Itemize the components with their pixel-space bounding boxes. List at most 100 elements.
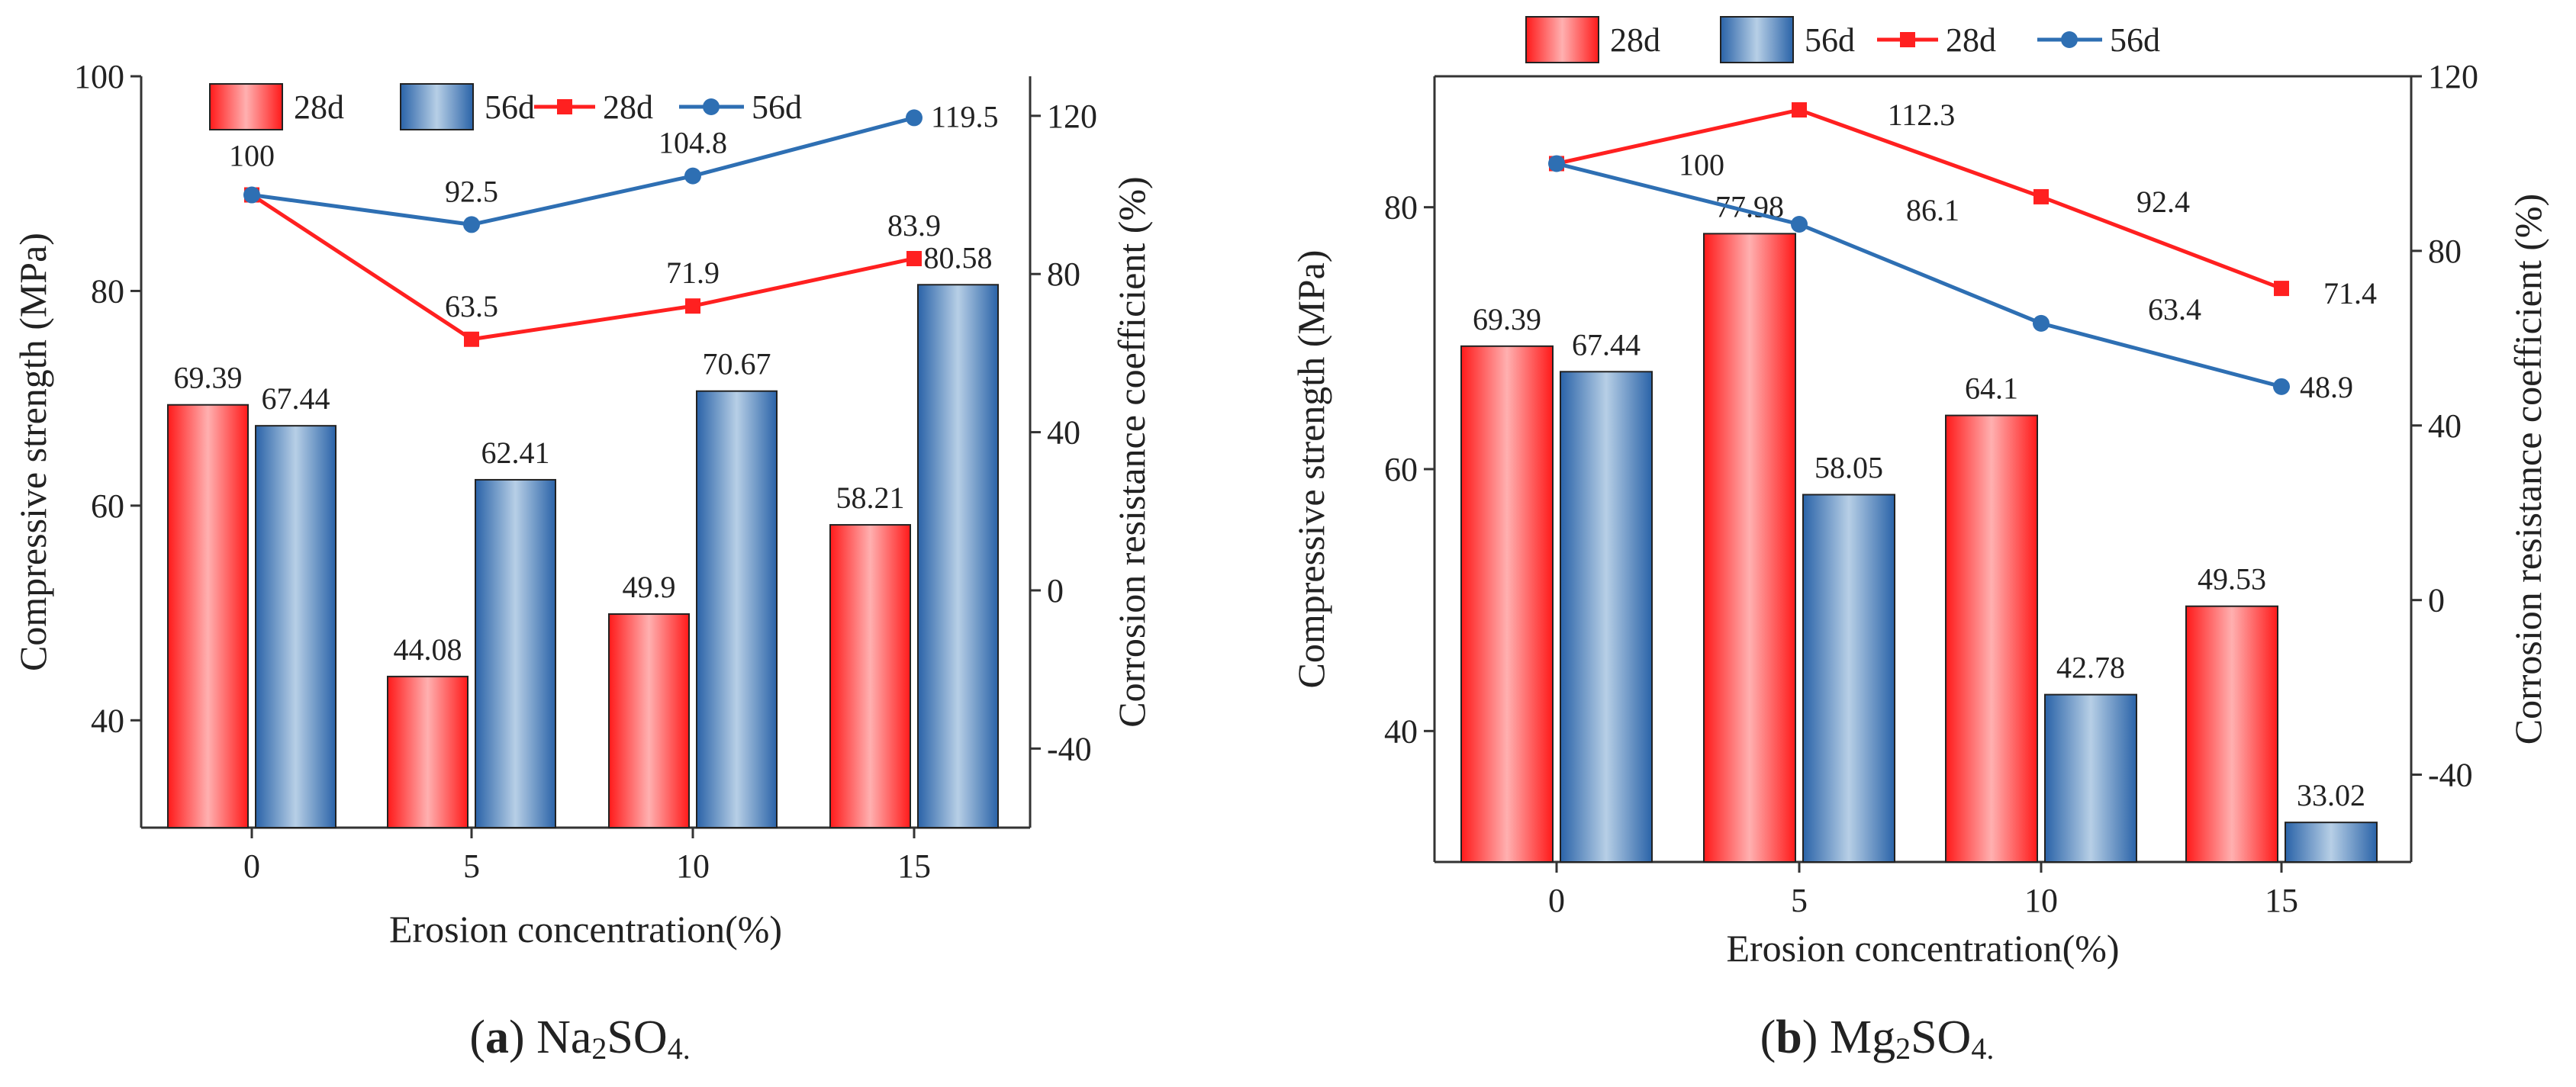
- panel-b-x-tick-label: 15: [2265, 882, 2298, 919]
- panel-b-legend-28d-bar: 28d: [1610, 21, 1660, 59]
- panel-b-bar-label: 49.53: [2198, 562, 2266, 597]
- panel-a-line-label: 100: [229, 139, 275, 173]
- panel-a-marker-56d: [463, 216, 480, 233]
- panel-b-marker-28d: [2274, 281, 2289, 297]
- panel-b-line-label: 92.4: [2136, 185, 2190, 219]
- panel-b-right-tick-label: 0: [2428, 582, 2445, 619]
- panel-b-legend-56d-bar: 56d: [1805, 21, 1855, 59]
- panel-a-bar-label: 67.44: [262, 381, 330, 416]
- panel-a-right-tick-label: 120: [1047, 98, 1097, 135]
- panel-b-legend-28d-line: 28d: [1946, 21, 1996, 59]
- panel-a-marker-56d: [906, 109, 923, 127]
- panel-b-marker-28d: [1792, 102, 1807, 118]
- panel-a-left-tick-label: 80: [91, 272, 124, 310]
- panel-b-line-label: 71.4: [2323, 276, 2377, 310]
- panel-b-legend-marker-56d: [2061, 31, 2078, 48]
- panel-a-legend-marker-56d: [703, 98, 720, 115]
- panel-a-legend-56d-line: 56d: [752, 88, 802, 126]
- panel-a-bar-28d-0: [167, 404, 249, 828]
- panel-b-right-tick-label: 120: [2428, 58, 2478, 95]
- panel-b-bar-28d-5: [1703, 233, 1796, 863]
- panel-a-marker-28d: [464, 331, 479, 347]
- panel-b-marker-28d: [2033, 188, 2049, 204]
- panel-a-line-label: 104.8: [658, 126, 727, 160]
- panel-b-bar-label: 69.39: [1473, 302, 1541, 336]
- panel-b-bar-label: 67.44: [1572, 327, 1641, 362]
- panel-a-bar-28d-10: [608, 613, 690, 828]
- panel-b-line-label: 63.4: [2148, 292, 2201, 326]
- panel-b-x-tick-label: 10: [2024, 882, 2058, 919]
- panel-b-line-28d: [1556, 108, 2282, 291]
- panel-b-bar-28d-15: [2185, 605, 2278, 863]
- panel-a-bar-label: 49.9: [623, 570, 676, 604]
- panel-b-legend-marker-28d: [1900, 32, 1915, 47]
- panel-b-bar-56d-0: [1560, 371, 1653, 863]
- panel-a-bar-28d-5: [387, 675, 469, 828]
- panel-b-line-label: 48.9: [2300, 370, 2353, 404]
- panel-a-marker-56d: [243, 186, 260, 204]
- panel-b-marker-56d: [2273, 378, 2290, 395]
- panel-b-legend-56d-line: 56d: [2110, 21, 2160, 59]
- panel-a-legend-swatch-56d-bar: [400, 83, 474, 130]
- panel-a-line-label: 119.5: [931, 99, 999, 133]
- panel-a-bar-28d-15: [829, 524, 911, 828]
- panel-b-marker-56d: [2033, 314, 2050, 332]
- panel-b-legend-swatch-56d-bar: [1720, 16, 1794, 63]
- panel-b-left-tick-label: 60: [1384, 451, 1418, 488]
- panel-a-line-label: 92.5: [445, 174, 498, 208]
- panel-b-left-tick-label: 40: [1384, 712, 1418, 750]
- panel-a-line-label: 71.9: [666, 256, 720, 290]
- panel-a-x-tick-label: 0: [243, 847, 260, 885]
- panel-b-line-label: 112.3: [1888, 98, 1956, 132]
- panel-b-legend-swatch-28d-bar: [1525, 16, 1599, 63]
- panel-a-x-axis-label: Erosion concentration(%): [389, 908, 782, 950]
- panel-b-line-label: 100: [1679, 147, 1724, 182]
- panel-a-marker-28d: [906, 250, 922, 266]
- panel-a-marker-56d: [684, 167, 701, 185]
- panel-a-left-tick-label: 40: [91, 702, 124, 739]
- panel-b-y2-axis-label: Corrosion resistance coefficient (%): [2507, 194, 2549, 744]
- panel-b-line-label: 86.1: [1906, 193, 1959, 227]
- panel-a-bar-label: 69.39: [174, 361, 243, 395]
- panel-a-caption: (a) Na2SO4.: [469, 1011, 690, 1066]
- panel-a-bar-56d-5: [475, 478, 556, 828]
- panel-a-legend-28d-line: 28d: [603, 88, 653, 126]
- panel-a-x-tick-label: 5: [463, 847, 480, 885]
- panel-a-x-tick-label: 15: [897, 847, 931, 885]
- panel-a-legend-56d-bar: 56d: [485, 88, 535, 126]
- panel-a-right-tick-label: 40: [1047, 414, 1080, 452]
- panel-b-bar-56d-10: [2044, 693, 2137, 863]
- panel-a-bar-label: 70.67: [703, 347, 771, 381]
- panel-b-x-tick-label: 0: [1548, 882, 1565, 919]
- panel-b-bar-28d-10: [1945, 414, 2038, 863]
- panel-a-legend-swatch-28d-bar: [209, 83, 283, 130]
- panel-b-x-tick-label: 5: [1791, 882, 1808, 919]
- panel-b-bar-56d-15: [2285, 822, 2378, 863]
- panel-a-line-28d: [250, 193, 915, 342]
- panel-a-bar-56d-15: [917, 284, 999, 828]
- panel-a-line-label: 83.9: [887, 208, 941, 243]
- panel-b-bar-label: 42.78: [2056, 651, 2125, 685]
- panel-a-bar-label: 44.08: [394, 632, 462, 667]
- panel-a-bar-label: 80.58: [924, 240, 993, 275]
- panel-b-right-tick-label: 40: [2428, 407, 2462, 445]
- panel-a-line-label: 63.5: [445, 289, 498, 323]
- panel-a-left-tick-label: 100: [74, 58, 124, 95]
- panel-a-legend-marker-28d: [557, 99, 572, 114]
- panel-b-marker-56d: [1548, 155, 1565, 172]
- panel-b-line-56d: [1556, 162, 2282, 389]
- panel-a-y-axis-label: Compressive strength (MPa): [11, 233, 54, 671]
- panel-a-right-tick-label: -40: [1047, 730, 1092, 767]
- panel-a-line-56d: [251, 116, 915, 227]
- panel-a-bar-56d-10: [696, 390, 778, 828]
- panel-a-right-tick-label: 0: [1047, 572, 1064, 609]
- panel-b-bar-label: 58.05: [1814, 450, 1883, 484]
- panel-a-legend-28d-bar: 28d: [294, 88, 344, 126]
- panel-a-x-tick-label: 10: [676, 847, 710, 885]
- panel-b-right-tick-label: 80: [2428, 233, 2462, 270]
- panel-b-marker-56d: [1791, 215, 1808, 233]
- panel-b-y-axis-label: Compressive strength (MPa): [1290, 250, 1332, 689]
- panel-a-bar-label: 58.21: [836, 481, 905, 515]
- panel-b-caption: (b) Mg2SO4.: [1760, 1011, 1995, 1066]
